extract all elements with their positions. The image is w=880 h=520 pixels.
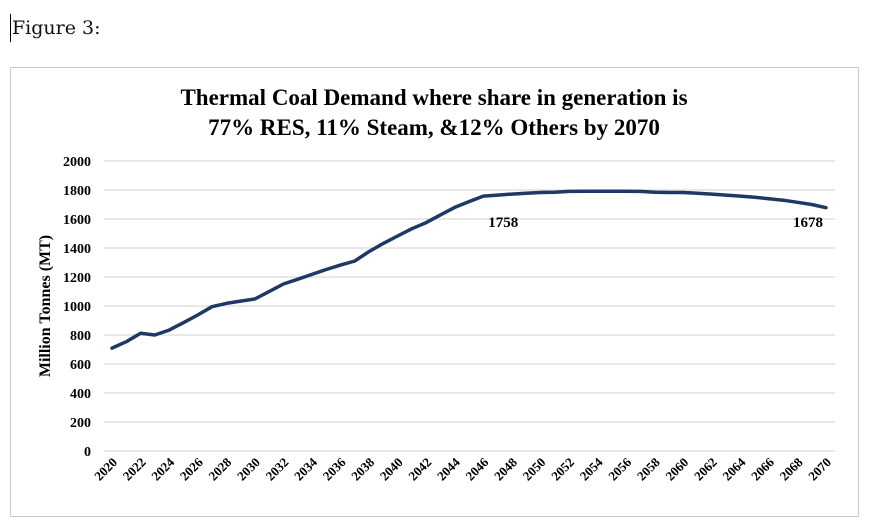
y-tick-label: 1400 — [63, 242, 91, 257]
x-tick-label: 2040 — [377, 455, 406, 484]
chart-title-line: Thermal Coal Demand where share in gener… — [180, 85, 687, 110]
x-tick-label: 2020 — [91, 455, 120, 484]
x-tick-label: 2044 — [434, 454, 463, 483]
y-tick-label: 200 — [70, 416, 91, 431]
y-tick-label: 600 — [70, 358, 91, 373]
data-label: 1758 — [488, 215, 518, 231]
y-tick-label: 0 — [84, 445, 91, 460]
x-tick-label: 2048 — [491, 454, 520, 483]
x-tick-label: 2054 — [577, 454, 606, 483]
x-tick-label: 2064 — [719, 454, 748, 483]
data-label: 1678 — [793, 215, 823, 231]
y-tick-label: 1800 — [63, 184, 91, 199]
x-tick-label: 2046 — [462, 454, 491, 483]
chart-title-line: 77% RES, 11% Steam, &12% Others by 2070 — [208, 115, 660, 140]
y-tick-label: 400 — [70, 387, 91, 402]
x-tick-label: 2050 — [520, 455, 549, 484]
x-tick-label: 2038 — [348, 454, 377, 483]
x-tick-label: 2022 — [120, 455, 149, 484]
x-tick-label: 2052 — [548, 455, 577, 484]
x-tick-label: 2058 — [634, 454, 663, 483]
x-tick-label: 2042 — [405, 455, 434, 484]
y-axis-label: Million Tonnes (MT) — [37, 235, 54, 377]
x-tick-label: 2036 — [320, 454, 349, 483]
y-tick-label: 1200 — [63, 271, 91, 286]
x-tick-label: 2056 — [605, 454, 634, 483]
x-tick-label: 2070 — [805, 455, 834, 484]
y-tick-label: 2000 — [63, 155, 91, 170]
x-tick-label: 2034 — [291, 454, 320, 483]
y-tick-label: 1600 — [63, 213, 91, 228]
x-tick-label: 2062 — [691, 455, 720, 484]
x-tick-label: 2030 — [234, 455, 263, 484]
x-tick-label: 2026 — [177, 454, 206, 483]
x-tick-label: 2028 — [205, 454, 234, 483]
x-tick-label: 2068 — [777, 454, 806, 483]
y-tick-label: 800 — [70, 329, 91, 344]
x-tick-label: 2024 — [148, 454, 177, 483]
chart-frame — [10, 67, 859, 517]
x-tick-label: 2032 — [262, 455, 291, 484]
figure-caption: Figure 3: — [10, 14, 101, 42]
y-tick-label: 1000 — [63, 300, 91, 315]
x-tick-label: 2060 — [662, 455, 691, 484]
demand-series-line — [110, 189, 828, 350]
x-tick-label: 2066 — [748, 454, 777, 483]
